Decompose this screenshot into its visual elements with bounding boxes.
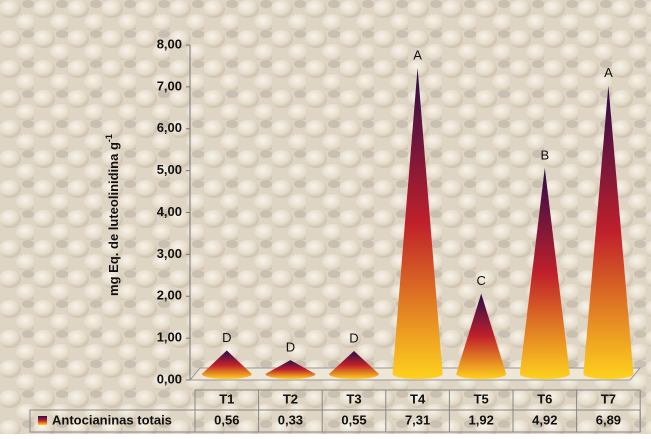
y-tick-label: 6,00	[157, 120, 182, 135]
x-tick-label: T6	[537, 391, 552, 406]
legend-label: Antocianinas totais	[52, 412, 172, 427]
y-tick-label: 8,00	[157, 36, 182, 51]
y-tick-label: 7,00	[157, 78, 182, 93]
table-value: 6,89	[596, 412, 621, 427]
x-tick-label: T4	[410, 391, 426, 406]
table-value: 1,92	[469, 412, 494, 427]
x-tick-label: T3	[346, 391, 361, 406]
table-value: 0,55	[341, 412, 366, 427]
chart: mg Eq. de luteolinidina g-1 0,00 1,00 2,00…	[0, 0, 651, 434]
y-tick-label: 2,00	[157, 288, 182, 303]
table-value: 7,31	[405, 412, 430, 427]
y-axis-label: mg Eq. de luteolinidina g-1	[104, 134, 121, 296]
y-tick-label: 3,00	[157, 246, 182, 261]
significance-letter: D	[349, 330, 358, 345]
y-axis-label-text: mg Eq. de luteolinidina g	[106, 142, 121, 296]
table-value: 4,92	[532, 412, 557, 427]
significance-letter: A	[604, 65, 613, 80]
y-tick-label: 0,00	[157, 371, 182, 386]
significance-letter: D	[286, 340, 295, 355]
x-tick-label: T7	[601, 391, 616, 406]
x-tick-label: T5	[474, 391, 489, 406]
x-tick-label: T2	[283, 391, 298, 406]
legend-swatch	[38, 416, 47, 425]
significance-letter: A	[413, 47, 422, 62]
y-tick-label: 5,00	[157, 162, 182, 177]
significance-letter: C	[477, 273, 486, 288]
table-value: 0,33	[278, 412, 303, 427]
table-value: 0,56	[214, 412, 239, 427]
y-tick-label: 4,00	[157, 204, 182, 219]
y-axis-label-sup: -1	[104, 134, 114, 142]
significance-letter: B	[540, 147, 549, 162]
x-tick-label: T1	[219, 391, 234, 406]
significance-letter: D	[222, 330, 231, 345]
y-tick-label: 1,00	[157, 330, 182, 345]
